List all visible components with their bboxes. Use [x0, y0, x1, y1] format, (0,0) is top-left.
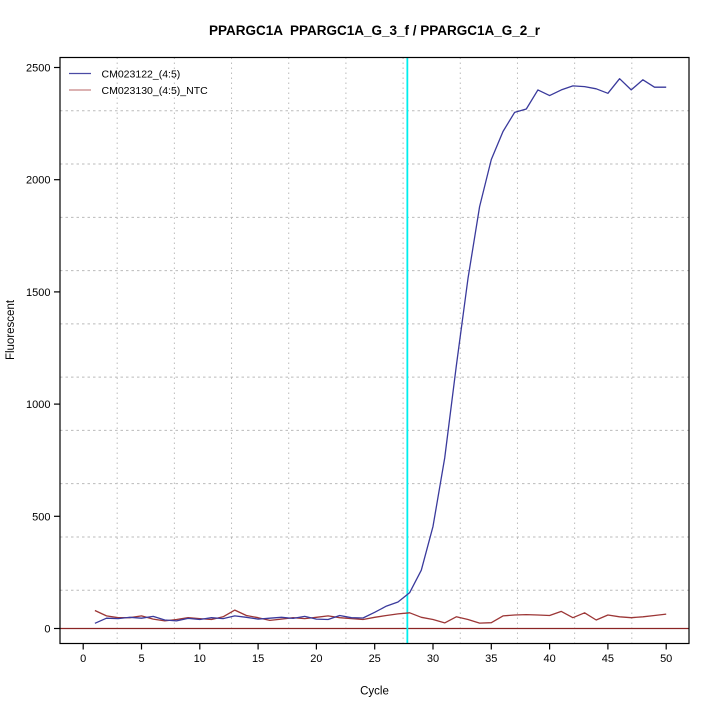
legend: CM023122_(4:5) CM023130_(4:5)_NTC: [69, 69, 209, 97]
x-axis-label: Cycle: [360, 686, 389, 698]
x-tick-label: 0: [80, 653, 86, 665]
y-tick-label: 1000: [26, 399, 50, 411]
x-tick-label: 35: [485, 653, 497, 665]
x-tick-label: 20: [310, 653, 322, 665]
y-tick-label: 1500: [26, 287, 50, 299]
y-tick-label: 2500: [26, 63, 50, 75]
y-tick-label: 0: [44, 624, 50, 636]
x-tick-label: 15: [252, 653, 264, 665]
y-tick-label: 2000: [26, 175, 50, 187]
x-tick-label: 25: [369, 653, 381, 665]
series-line-cm023130-4-5-ntc: [94, 609, 667, 624]
x-tick-label: 10: [194, 653, 206, 665]
grid-layer: [60, 57, 689, 644]
x-tick-label: 40: [543, 653, 555, 665]
x-tick-label: 50: [660, 653, 672, 665]
y-tick-label: 500: [32, 511, 50, 523]
reference-lines-layer: [60, 57, 689, 644]
x-tick-label: 45: [602, 653, 614, 665]
x-tick-label: 30: [427, 653, 439, 665]
series-layer: [94, 78, 667, 624]
legend-label-ntc: CM023130_(4:5)_NTC: [102, 85, 209, 97]
x-tick-label: 5: [138, 653, 144, 665]
series-line-cm023122-4-5-: [94, 78, 667, 624]
legend-label-sample: CM023122_(4:5): [102, 69, 181, 81]
chart-title: PPARGC1A PPARGC1A_G_3_f / PPARGC1A_G_2_r: [209, 23, 541, 38]
y-axis-label: Fluorescent: [5, 299, 17, 360]
plot-box: [59, 56, 690, 645]
